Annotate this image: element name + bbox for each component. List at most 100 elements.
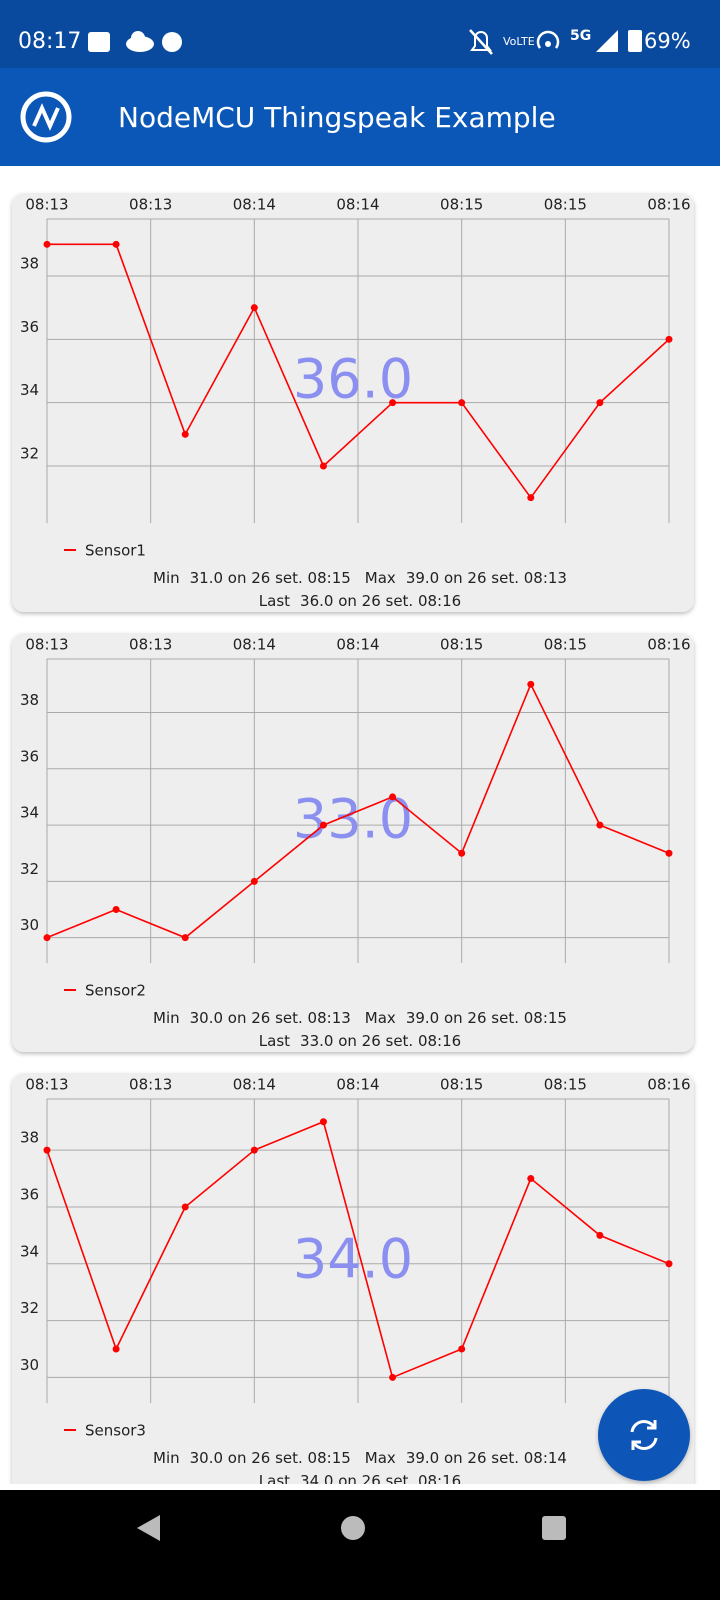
status-icons: VoLTE: [88, 29, 642, 55]
x-tick-label: 08:13: [129, 1076, 172, 1094]
stat-max: 39.0 on 26 set. 08:13: [406, 569, 567, 587]
stat-max-label: Max: [365, 1449, 396, 1467]
data-point: [389, 399, 397, 407]
data-point: [43, 1146, 51, 1154]
stat-max-label: Max: [365, 569, 396, 587]
y-tick-label: 30: [20, 1356, 39, 1374]
data-point: [181, 430, 189, 438]
x-tick-label: 08:14: [336, 1076, 379, 1094]
data-point: [250, 304, 258, 312]
stat-min-label: Min: [153, 569, 180, 587]
x-tick-label: 08:14: [233, 636, 276, 654]
nav-home[interactable]: [341, 1516, 365, 1540]
x-tick-label: 08:16: [647, 196, 690, 214]
stat-last-label: Last: [259, 592, 290, 610]
data-point: [319, 821, 327, 829]
x-tick-label: 08:13: [129, 196, 172, 214]
stats-min-max: Min 30.0 on 26 set. 08:13 Max 39.0 on 26 se…: [153, 1009, 567, 1027]
stat-last-label: Last: [259, 1032, 290, 1050]
data-point: [665, 335, 673, 343]
stats-last: Last 34.0 on 26 set. 08:16: [259, 1472, 461, 1490]
x-tick-label: 08:15: [440, 196, 483, 214]
stat-last: 36.0 on 26 set. 08:16: [300, 592, 461, 610]
x-tick-label: 08:14: [233, 196, 276, 214]
stats-min-max: Min 30.0 on 26 set. 08:15 Max 39.0 on 26 se…: [153, 1449, 567, 1467]
stat-last: 33.0 on 26 set. 08:16: [300, 1032, 461, 1050]
stat-max-label: Max: [365, 1009, 396, 1027]
stats-last: Last 33.0 on 26 set. 08:16: [259, 1032, 461, 1050]
svg-text:VoLTE: VoLTE: [503, 35, 535, 48]
y-tick-label: 38: [20, 691, 39, 709]
data-point: [665, 849, 673, 857]
data-point: [250, 1146, 258, 1154]
data-point: [458, 849, 466, 857]
refresh-icon: [630, 1420, 658, 1450]
stat-last-label: Last: [259, 1472, 290, 1490]
nav-recent[interactable]: [542, 1516, 566, 1540]
data-point: [181, 934, 189, 942]
data-point: [112, 240, 120, 248]
y-tick-label: 38: [20, 1129, 39, 1147]
stat-last: 34.0 on 26 set. 08:16: [300, 1472, 461, 1490]
y-tick-label: 32: [20, 445, 39, 463]
chart-card: 08:13 08:13 08:14 08:14 08:15 08:15 08:16 32 34 3…: [12, 193, 694, 612]
series-line: [46, 1120, 670, 1379]
x-tick-label: 08:15: [544, 1076, 587, 1094]
x-tick-label: 08:14: [336, 196, 379, 214]
data-point: [527, 680, 535, 688]
stat-min: 30.0 on 26 set. 08:15: [190, 1449, 351, 1467]
nav-bar: [0, 1490, 720, 1600]
stat-min-label: Min: [153, 1449, 180, 1467]
x-tick-label: 08:14: [336, 636, 379, 654]
status-network: 5G: [570, 28, 591, 44]
chart-card: 08:13 08:13 08:14 08:14 08:15 08:15 08:16 30 32 3…: [12, 633, 694, 1052]
y-tick-label: 32: [20, 1299, 39, 1317]
stats-last: Last 36.0 on 26 set. 08:16: [259, 592, 461, 610]
status-time: 08:17: [18, 29, 81, 54]
stat-max: 39.0 on 26 set. 08:14: [406, 1449, 567, 1467]
y-tick-label: 36: [20, 747, 39, 765]
chart-card: 08:13 08:13 08:14 08:14 08:15 08:15 08:16 30 32 3…: [12, 1073, 694, 1490]
refresh-button[interactable]: [598, 1389, 690, 1481]
x-tick-label: 08:13: [129, 636, 172, 654]
y-tick-label: 36: [20, 1185, 39, 1203]
data-point: [181, 1203, 189, 1211]
data-point: [596, 399, 604, 407]
current-value: 34.0: [293, 1228, 413, 1291]
y-tick-label: 32: [20, 860, 39, 878]
x-tick-label: 08:16: [647, 636, 690, 654]
stat-max: 39.0 on 26 set. 08:15: [406, 1009, 567, 1027]
nav-back[interactable]: [137, 1515, 160, 1541]
data-point: [458, 1345, 466, 1353]
data-point: [250, 877, 258, 885]
stat-min: 30.0 on 26 set. 08:13: [190, 1009, 351, 1027]
y-tick-label: 38: [20, 255, 39, 273]
series-line: [46, 682, 670, 939]
x-tick-label: 08:15: [544, 636, 587, 654]
data-point: [527, 494, 535, 502]
status-battery: 69%: [644, 29, 691, 53]
app-bar: [0, 68, 720, 166]
data-point: [319, 462, 327, 470]
data-point: [112, 906, 120, 914]
card-background: [12, 1073, 694, 1484]
data-point: [112, 1345, 120, 1353]
x-tick-label: 08:13: [25, 636, 68, 654]
data-point: [319, 1118, 327, 1126]
legend-label: Sensor1: [85, 542, 146, 560]
data-point: [527, 1175, 535, 1183]
y-tick-label: 34: [20, 381, 39, 399]
data-point: [596, 1231, 604, 1239]
y-tick-label: 34: [20, 1242, 39, 1260]
data-point: [389, 1373, 397, 1381]
status-bar: [0, 0, 720, 68]
x-tick-label: 08:15: [544, 196, 587, 214]
x-tick-label: 08:15: [440, 636, 483, 654]
legend-label: Sensor3: [85, 1422, 146, 1440]
stats-min-max: Min 31.0 on 26 set. 08:15 Max 39.0 on 26 se…: [153, 569, 567, 587]
data-point: [458, 399, 466, 407]
stat-min: 31.0 on 26 set. 08:15: [190, 569, 351, 587]
y-tick-label: 36: [20, 318, 39, 336]
x-tick-label: 08:13: [25, 196, 68, 214]
